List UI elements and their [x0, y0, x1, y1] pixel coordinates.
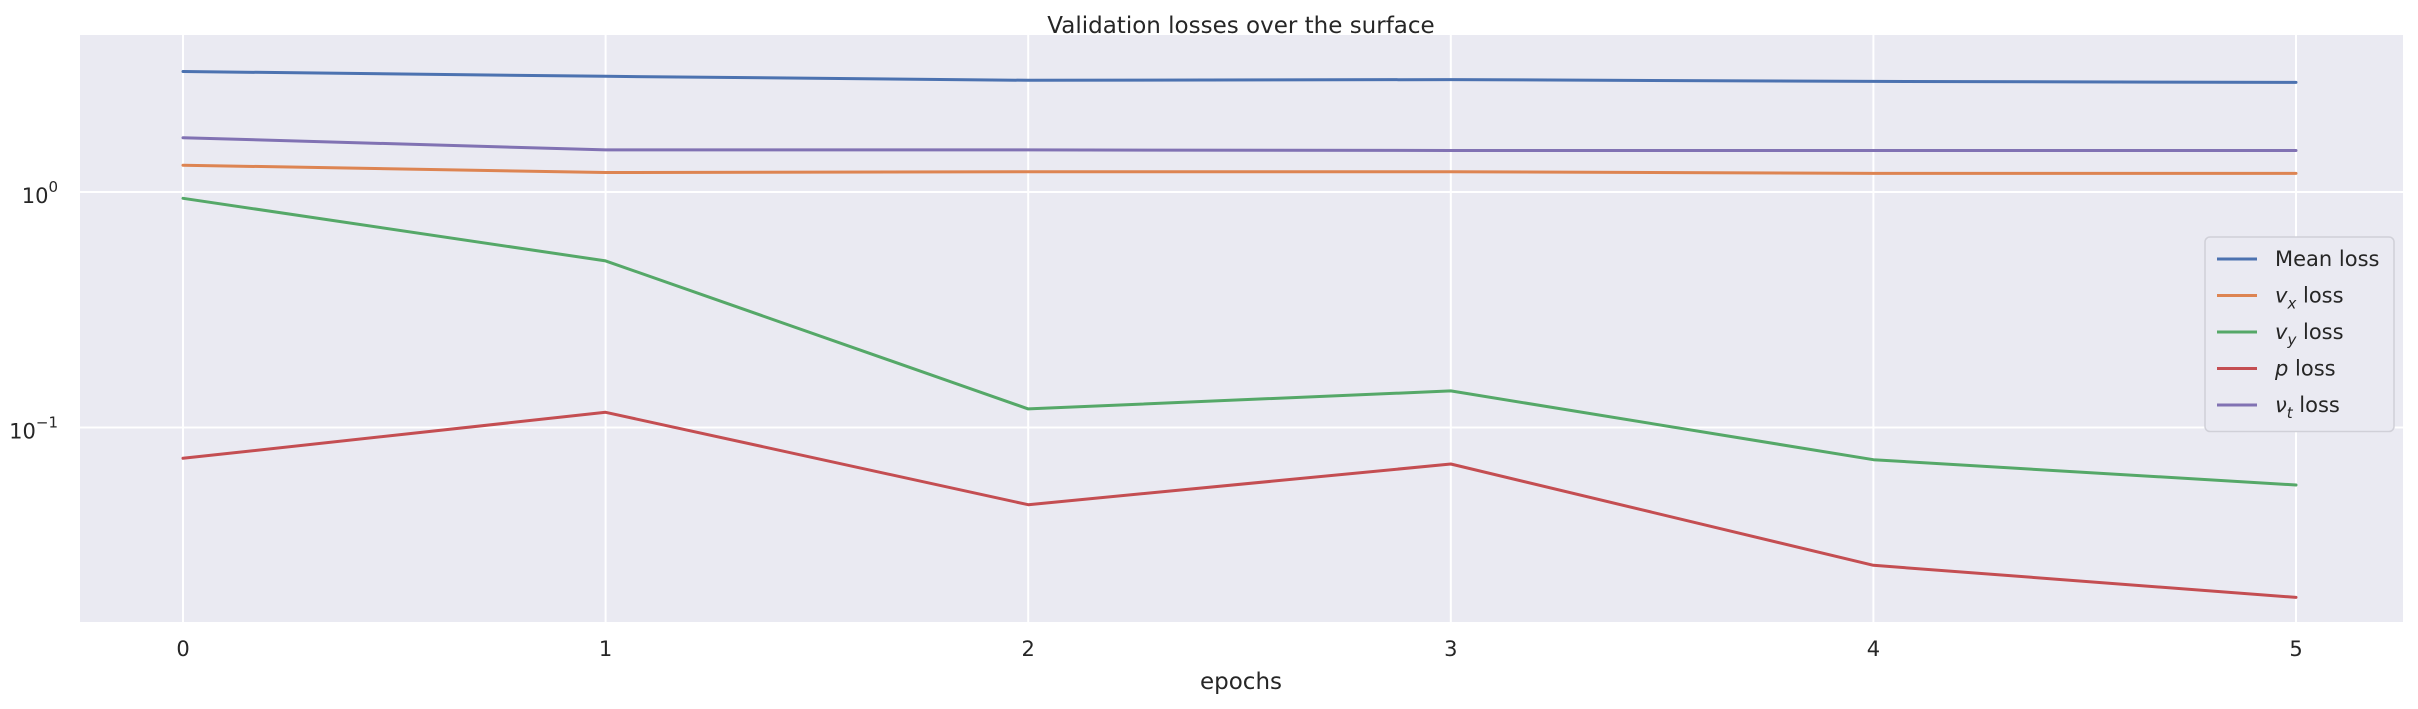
legend-label: vy loss [2275, 320, 2344, 349]
x-tick-label: 4 [1867, 637, 1880, 661]
y-tick-label: 10−1 [9, 414, 58, 444]
x-tick-label: 5 [2289, 637, 2302, 661]
series-line-2 [181, 196, 2298, 487]
y-tick-label: 100 [22, 178, 58, 208]
series-line-3 [181, 410, 2298, 599]
legend-label: νt loss [2275, 393, 2340, 422]
x-tick-label: 1 [599, 637, 612, 661]
tick-layer: 0 1 2 3 4 5 100 10−1 [9, 178, 2303, 661]
plot-background [80, 35, 2403, 622]
legend: Mean loss vx loss vy loss p loss νt loss [2204, 236, 2395, 433]
x-axis-label: epochs [1200, 669, 1282, 695]
legend-label: Mean loss [2275, 247, 2379, 271]
series-line-4 [181, 136, 2298, 152]
chart-title: Validation losses over the surface [1047, 13, 1434, 39]
legend-label: vx loss [2275, 284, 2344, 313]
x-tick-label: 0 [176, 637, 189, 661]
legend-frame [2204, 236, 2395, 433]
series-line-0 [181, 70, 2298, 84]
x-tick-label: 2 [1022, 637, 1035, 661]
x-tick-label: 3 [1444, 637, 1457, 661]
legend-label: p loss [2274, 357, 2336, 381]
series-layer [181, 70, 2298, 599]
series-line-1 [181, 163, 2298, 175]
